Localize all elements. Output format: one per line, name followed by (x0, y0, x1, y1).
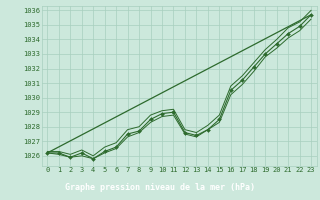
Text: Graphe pression niveau de la mer (hPa): Graphe pression niveau de la mer (hPa) (65, 183, 255, 192)
